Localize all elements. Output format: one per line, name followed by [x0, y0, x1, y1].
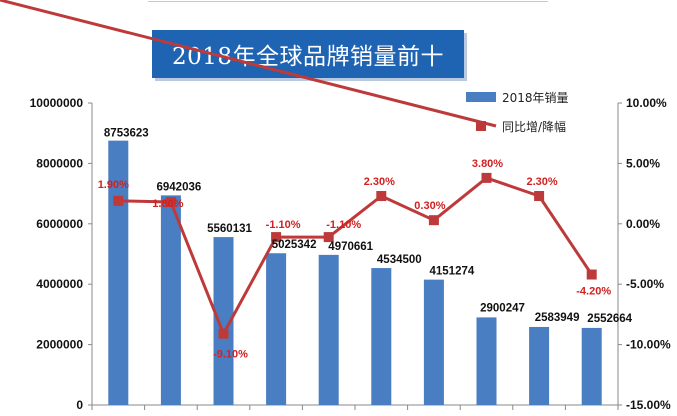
pct-value-label: 2.30% — [526, 176, 557, 188]
bar-value-label: 5025342 — [272, 239, 317, 251]
bar — [371, 268, 392, 405]
pct-value-label: 0.30% — [414, 200, 445, 212]
bar — [529, 326, 550, 405]
line-series: 8753623 6942036 5560131 5025342 4970661 45345… — [98, 128, 633, 361]
y-left-tick-label: 2000000 — [36, 338, 83, 352]
legend-bar-swatch — [466, 92, 496, 102]
pct-value-label: -1.10% — [266, 219, 301, 231]
line-point — [586, 269, 597, 280]
y-left-tick-label: 6000000 — [36, 217, 83, 231]
bar-series — [108, 140, 602, 406]
bar — [423, 279, 444, 405]
bar-value-label: 4970661 — [328, 241, 373, 253]
y-right-tick-label: 5.00% — [626, 156, 660, 170]
line-point — [376, 191, 387, 202]
chart-title-banner: 2018年全球品牌销量前十 — [152, 30, 464, 78]
legend: 2018年销量 同比增/降幅 — [0, 0, 569, 134]
pct-value-label: 3.80% — [472, 158, 503, 170]
bar — [108, 140, 129, 406]
bar-value-label: 4534500 — [377, 254, 422, 266]
bar-value-label: 2552664 — [587, 313, 632, 325]
line-point — [113, 195, 124, 206]
pct-value-label: -4.20% — [576, 286, 611, 298]
y-left-tick-label: 8000000 — [36, 156, 83, 170]
y-left-tick-label: 0 — [76, 398, 83, 412]
legend-line-label: 同比增/降幅 — [502, 119, 566, 134]
bar-value-label: 8753623 — [104, 128, 149, 140]
y-right-tick-label: 0.00% — [626, 217, 660, 231]
y-left-tick-label: 10000000 — [30, 96, 84, 110]
y-right-tick-label: -10.00% — [626, 338, 671, 352]
pct-value-label: 2.30% — [364, 176, 395, 188]
legend-line-swatch — [0, 0, 497, 128]
line-point — [271, 232, 282, 243]
legend-bar-label: 2018年销量 — [502, 91, 569, 105]
legend-line-marker — [476, 121, 486, 131]
y-right-tick-label: -5.00% — [626, 277, 664, 291]
bar-value-label: 2583949 — [535, 312, 580, 324]
chart-title: 2018年全球品牌销量前十 — [171, 44, 445, 70]
bar — [266, 253, 287, 405]
bar-value-label: 5560131 — [207, 223, 252, 235]
line-point — [481, 172, 492, 183]
line-point — [218, 328, 229, 339]
bar-value-label: 4151274 — [430, 266, 475, 278]
bar — [581, 327, 602, 405]
line-point — [428, 215, 439, 226]
bar — [213, 237, 234, 405]
line-point — [323, 232, 334, 243]
bar — [476, 317, 497, 405]
bar — [160, 195, 181, 405]
y-right-tick-label: 10.00% — [626, 96, 667, 110]
bar-value-label: 6942036 — [157, 181, 202, 193]
axes-group: 0 2000000 4000000 6000000 8000000 10000000 -15… — [30, 96, 671, 412]
pct-value-label: 1.90% — [98, 179, 129, 191]
top-divider-line — [148, 1, 548, 2]
pct-value-label: -9.10% — [213, 349, 248, 361]
bar — [318, 254, 339, 405]
pct-value-label: 1.80% — [152, 198, 183, 210]
line-point — [534, 191, 545, 202]
bar-value-label: 2900247 — [480, 302, 525, 314]
y-left-tick-label: 4000000 — [36, 277, 83, 291]
pct-value-label: -1.10% — [326, 219, 361, 231]
series-line — [118, 176, 593, 336]
y-right-tick-label: -15.00% — [626, 398, 671, 412]
line-point — [165, 197, 176, 208]
